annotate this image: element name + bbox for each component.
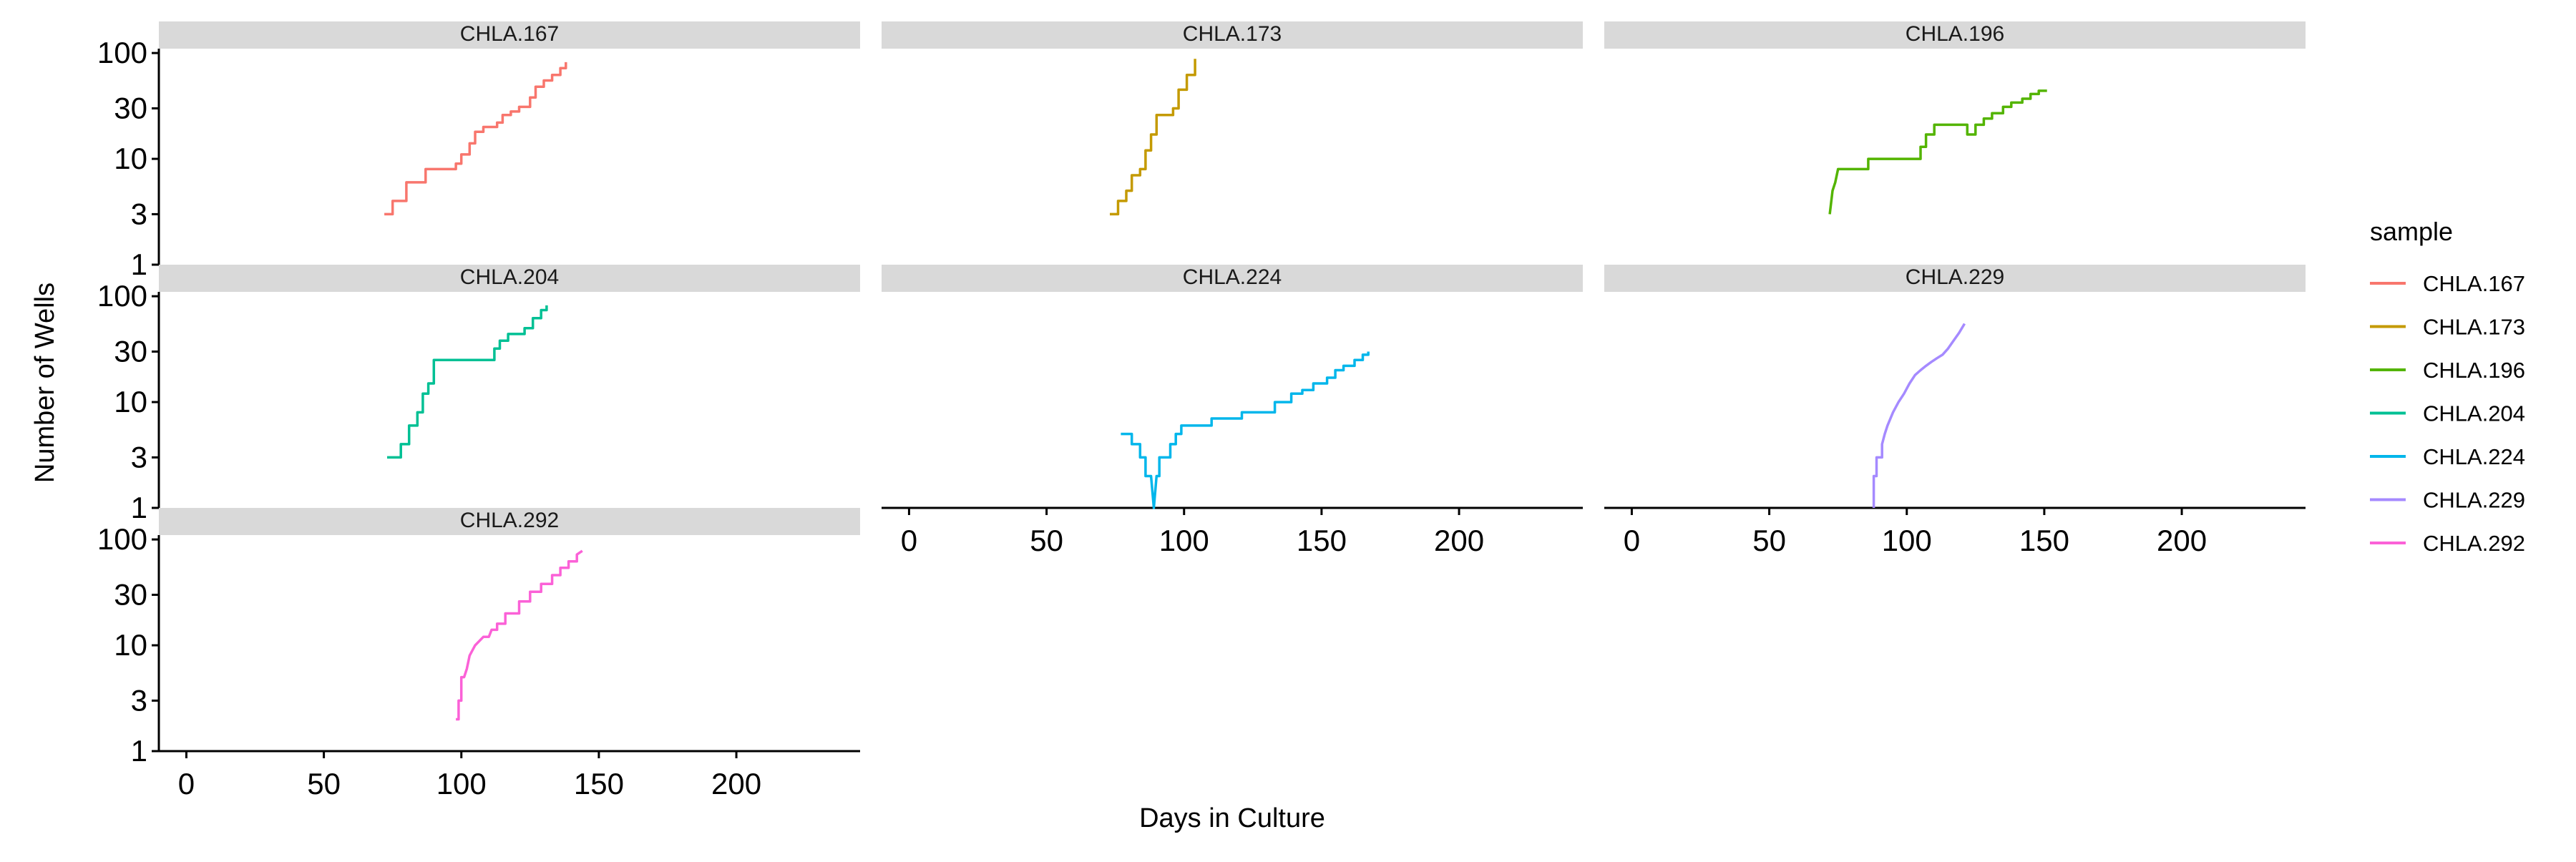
facet-strip: [882, 21, 1583, 49]
x-tick-label: 150: [1297, 524, 1347, 557]
series-line-CHLA.204: [387, 305, 548, 459]
x-tick-label: 200: [1434, 524, 1484, 557]
y-tick-label: 30: [114, 91, 147, 124]
x-tick-label: 0: [1624, 524, 1640, 557]
x-tick-label: 100: [1882, 524, 1932, 557]
x-tick-label: 50: [1030, 524, 1063, 557]
facet-label: CHLA.224: [1183, 265, 1282, 289]
series-line-CHLA.224: [1121, 351, 1370, 509]
series-line-CHLA.196: [1828, 89, 2047, 215]
y-tick-label: 100: [97, 279, 147, 313]
x-tick-label: 150: [2019, 524, 2069, 557]
legend-label: CHLA.224: [2423, 444, 2525, 469]
x-tick-label: 150: [574, 767, 624, 800]
x-tick-label: 100: [1159, 524, 1209, 557]
y-tick-label: 1: [131, 248, 147, 281]
y-tick-label: 30: [114, 334, 147, 368]
facet-label: CHLA.292: [460, 509, 559, 532]
y-tick-label: 10: [114, 385, 147, 418]
facet-strip: [1604, 265, 2306, 292]
y-tick-label: 100: [97, 522, 147, 556]
series-line-CHLA.173: [1110, 59, 1196, 216]
facet-label: CHLA.167: [460, 22, 559, 46]
facet-strip: [159, 508, 860, 535]
legend-title: sample: [2370, 217, 2453, 246]
y-axis-title: Number of Wells: [30, 283, 60, 483]
x-tick-label: 50: [1752, 524, 1786, 557]
y-tick-label: 3: [131, 440, 147, 474]
legend-label: CHLA.229: [2423, 488, 2525, 513]
x-tick-label: 50: [307, 767, 341, 800]
series-line-CHLA.292: [456, 549, 583, 721]
x-tick-label: 200: [711, 767, 761, 800]
y-tick-label: 3: [131, 197, 147, 230]
facet-label: CHLA.229: [1906, 265, 2004, 289]
facet-label: CHLA.173: [1183, 22, 1282, 46]
x-tick-label: 0: [178, 767, 195, 800]
y-tick-label: 10: [114, 628, 147, 662]
legend-label: CHLA.204: [2423, 401, 2525, 426]
series-line-CHLA.167: [384, 62, 567, 216]
y-tick-label: 100: [97, 36, 147, 69]
facet-strip: [882, 265, 1583, 292]
series-line-CHLA.229: [1872, 323, 1966, 508]
facet-strip: [1604, 21, 2306, 49]
legend-label: CHLA.196: [2423, 358, 2525, 383]
facet-label: CHLA.204: [460, 265, 559, 289]
x-tick-label: 100: [436, 767, 487, 800]
y-tick-label: 30: [114, 577, 147, 611]
legend-label: CHLA.292: [2423, 531, 2525, 556]
y-tick-label: 3: [131, 683, 147, 717]
facet-label: CHLA.196: [1906, 22, 2004, 46]
x-axis-title: Days in Culture: [1139, 803, 1325, 833]
facet-strip: [159, 265, 860, 292]
y-tick-label: 1: [131, 734, 147, 768]
x-tick-label: 0: [901, 524, 917, 557]
y-tick-label: 1: [131, 491, 147, 524]
facet-strip: [159, 21, 860, 49]
legend-label: CHLA.173: [2423, 315, 2525, 340]
legend-label: CHLA.167: [2423, 271, 2525, 296]
y-tick-label: 10: [114, 142, 147, 175]
x-tick-label: 200: [2157, 524, 2207, 557]
